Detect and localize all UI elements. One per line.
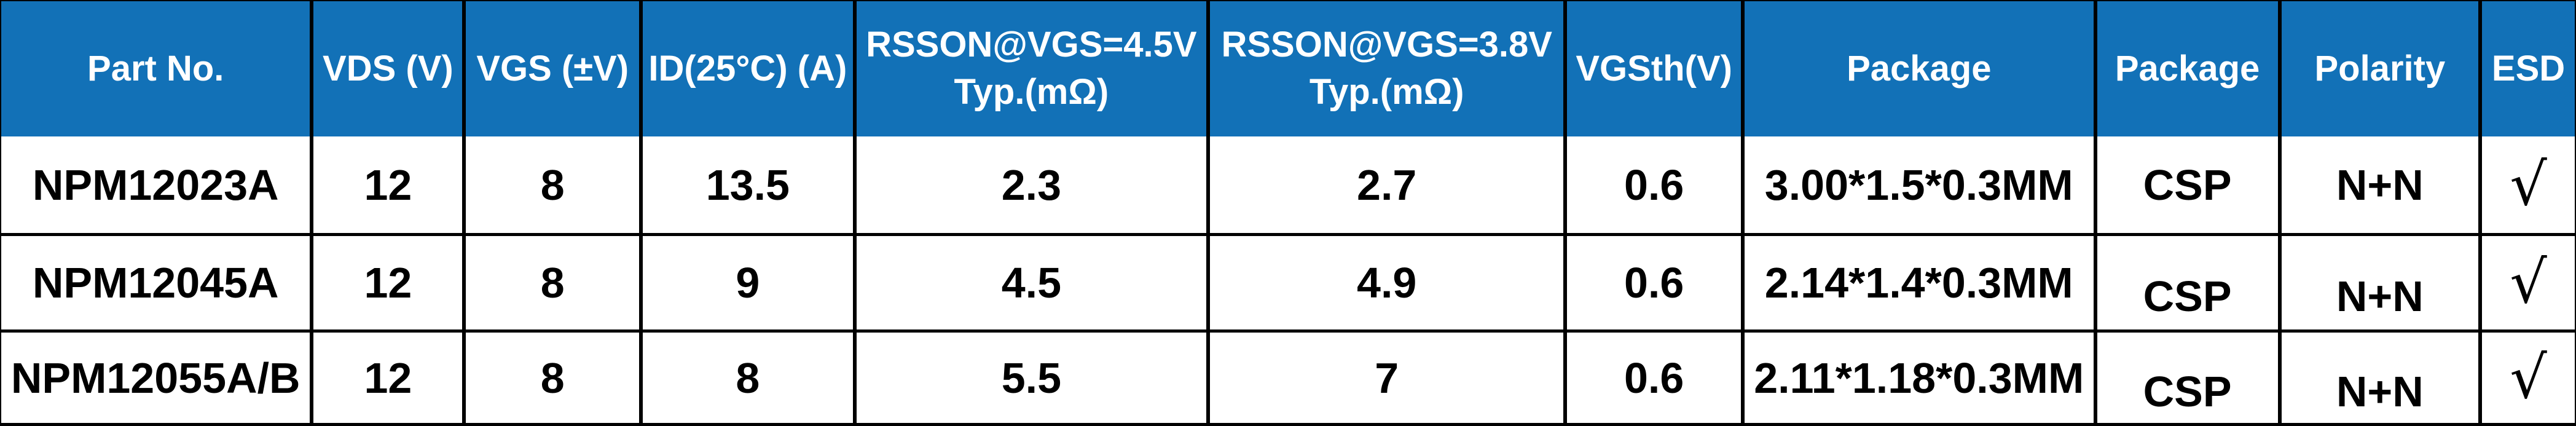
cell-vds: 12 bbox=[313, 236, 466, 329]
cell-esd: √ bbox=[2482, 333, 2575, 423]
cell-package-type: CSP bbox=[2097, 136, 2282, 233]
cell-vds: 12 bbox=[313, 333, 466, 423]
column-header-rsson-vgs-4v5: RSSON@VGS=4.5V Typ.(mΩ) bbox=[857, 1, 1211, 136]
cell-value: CSP bbox=[2143, 160, 2232, 209]
column-header-label: RSSON@VGS=4.5V Typ.(mΩ) bbox=[866, 25, 1197, 112]
cell-value: NPM12055A/B bbox=[10, 353, 300, 402]
cell-vgs: 8 bbox=[466, 333, 643, 423]
table-row: NPM12045A 12 8 9 4.5 4.9 0.6 2.14*1.4*0.3MM CSP N… bbox=[1, 233, 2575, 329]
cell-value: 9 bbox=[736, 259, 760, 307]
cell-value: 12 bbox=[364, 160, 412, 209]
esd-check-mark: √ bbox=[2510, 344, 2547, 412]
cell-vgsth: 0.6 bbox=[1567, 136, 1745, 233]
cell-vgs: 8 bbox=[466, 136, 643, 233]
cell-value: 2.14*1.4*0.3MM bbox=[1764, 259, 2073, 307]
cell-package-size: 2.14*1.4*0.3MM bbox=[1745, 236, 2097, 329]
cell-part-no: NPM12045A bbox=[1, 236, 314, 329]
column-header-label: Package bbox=[1847, 48, 1992, 89]
column-header-label: VDS (V) bbox=[323, 48, 454, 89]
column-header-label: Part No. bbox=[87, 48, 224, 89]
cell-package-type: CSP bbox=[2097, 333, 2282, 423]
cell-part-no: NPM12055A/B bbox=[1, 333, 314, 423]
cell-value: CSP bbox=[2143, 272, 2232, 320]
cell-part-no: NPM12023A bbox=[1, 136, 314, 233]
column-header-package-type: Package bbox=[2097, 1, 2282, 136]
cell-value: 0.6 bbox=[1624, 259, 1684, 307]
esd-check-mark: √ bbox=[2510, 151, 2547, 219]
cell-polarity: N+N bbox=[2282, 333, 2483, 423]
cell-value: 8 bbox=[540, 259, 565, 307]
table-row: NPM12055A/B 12 8 8 5.5 7 0.6 2.11*1.18*0.3MM CSP… bbox=[1, 329, 2575, 426]
cell-vds: 12 bbox=[313, 136, 466, 233]
cell-value: 4.5 bbox=[1001, 259, 1061, 307]
column-header-label: Polarity bbox=[2314, 48, 2446, 89]
cell-package-size: 2.11*1.18*0.3MM bbox=[1745, 333, 2097, 423]
cell-rsson-vgs-3v8: 4.9 bbox=[1210, 236, 1568, 329]
cell-value: N+N bbox=[2336, 160, 2424, 209]
column-header-polarity: Polarity bbox=[2282, 1, 2483, 136]
cell-value: N+N bbox=[2336, 367, 2424, 416]
cell-esd: √ bbox=[2482, 236, 2575, 329]
cell-value: 13.5 bbox=[705, 160, 790, 209]
column-header-label: RSSON@VGS=3.8V Typ.(mΩ) bbox=[1221, 25, 1552, 112]
cell-vgsth: 0.6 bbox=[1567, 333, 1745, 423]
column-header-package-size: Package bbox=[1745, 1, 2097, 136]
cell-id-25c: 8 bbox=[643, 333, 857, 423]
cell-value: 12 bbox=[364, 353, 412, 402]
cell-value: 8 bbox=[540, 353, 565, 402]
cell-rsson-vgs-3v8: 2.7 bbox=[1210, 136, 1568, 233]
cell-id-25c: 9 bbox=[643, 236, 857, 329]
cell-value: 7 bbox=[1375, 353, 1399, 402]
cell-value: N+N bbox=[2336, 272, 2424, 320]
column-header-esd: ESD bbox=[2482, 1, 2575, 136]
cell-esd: √ bbox=[2482, 136, 2575, 233]
column-header-label: Package bbox=[2115, 48, 2260, 89]
cell-value: 8 bbox=[540, 160, 565, 209]
column-header-rsson-vgs-3v8: RSSON@VGS=3.8V Typ.(mΩ) bbox=[1210, 1, 1568, 136]
column-header-part-no: Part No. bbox=[1, 1, 314, 136]
cell-value: NPM12023A bbox=[32, 160, 279, 209]
cell-value: 4.9 bbox=[1357, 259, 1417, 307]
cell-rsson-vgs-4v5: 5.5 bbox=[857, 333, 1211, 423]
column-header-id-25c: ID(25°C) (A) bbox=[643, 1, 857, 136]
esd-check-mark: √ bbox=[2510, 249, 2547, 317]
cell-rsson-vgs-4v5: 2.3 bbox=[857, 136, 1211, 233]
cell-polarity: N+N bbox=[2282, 136, 2483, 233]
column-header-vgsth: VGSth(V) bbox=[1567, 1, 1745, 136]
table-row: NPM12023A 12 8 13.5 2.3 2.7 0.6 3.00*1.5*0.3MM C… bbox=[1, 136, 2575, 233]
column-header-label: ESD bbox=[2491, 48, 2566, 89]
cell-rsson-vgs-3v8: 7 bbox=[1210, 333, 1568, 423]
cell-value: 12 bbox=[364, 259, 412, 307]
cell-package-size: 3.00*1.5*0.3MM bbox=[1745, 136, 2097, 233]
cell-value: 0.6 bbox=[1624, 353, 1684, 402]
cell-value: 2.11*1.18*0.3MM bbox=[1754, 353, 2084, 402]
column-header-label: VGSth(V) bbox=[1576, 48, 1732, 89]
column-header-vgs: VGS (±V) bbox=[466, 1, 643, 136]
cell-value: 3.00*1.5*0.3MM bbox=[1764, 160, 2073, 209]
cell-rsson-vgs-4v5: 4.5 bbox=[857, 236, 1211, 329]
header-row: Part No. VDS (V) VGS (±V) ID(25°C) (A) RSSON… bbox=[1, 0, 2575, 136]
cell-value: NPM12045A bbox=[32, 259, 279, 307]
cell-id-25c: 13.5 bbox=[643, 136, 857, 233]
cell-value: 8 bbox=[736, 353, 760, 402]
cell-vgsth: 0.6 bbox=[1567, 236, 1745, 329]
cell-value: 2.3 bbox=[1001, 160, 1061, 209]
column-header-label: ID(25°C) (A) bbox=[648, 48, 847, 89]
cell-value: 0.6 bbox=[1624, 160, 1684, 209]
cell-value: 5.5 bbox=[1001, 353, 1061, 402]
cell-vgs: 8 bbox=[466, 236, 643, 329]
cell-value: 2.7 bbox=[1357, 160, 1417, 209]
cell-package-type: CSP bbox=[2097, 236, 2282, 329]
cell-polarity: N+N bbox=[2282, 236, 2483, 329]
column-header-vds: VDS (V) bbox=[313, 1, 466, 136]
column-header-label: VGS (±V) bbox=[476, 48, 629, 89]
cell-value: CSP bbox=[2143, 367, 2232, 416]
